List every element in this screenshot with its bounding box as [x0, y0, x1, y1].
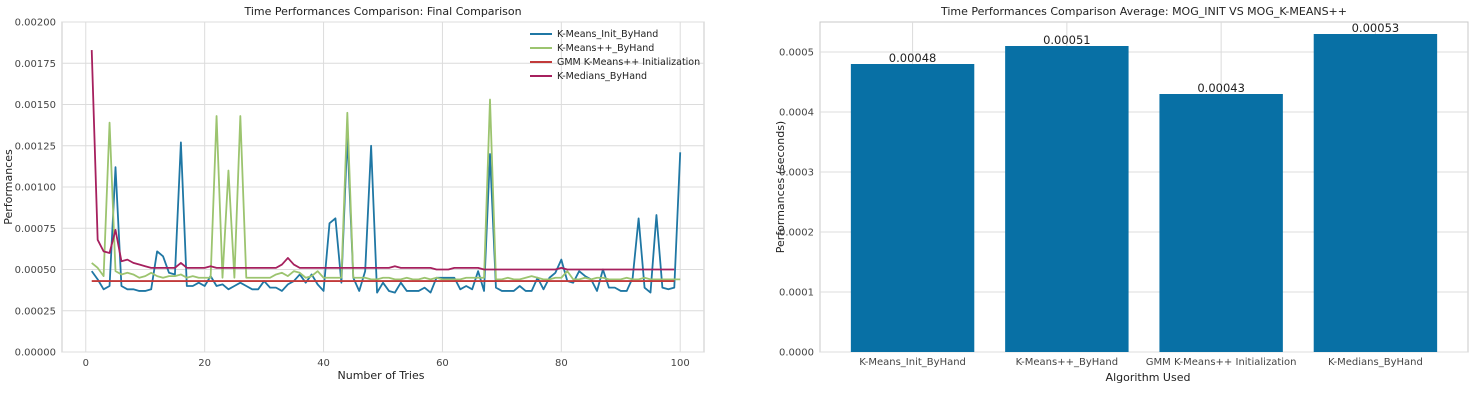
line-x-tick-label: 0: [83, 358, 89, 369]
legend-label-gmm: GMM K-Means++ Initialization: [557, 57, 700, 68]
line-x-tick-label: 60: [436, 358, 449, 369]
bar-chart-title: Time Performances Comparison Average: MO…: [940, 5, 1347, 18]
line-grid: [62, 21, 704, 353]
line-y-tick-label: 0.00025: [15, 306, 56, 317]
line-series-group: [90, 50, 682, 294]
bar-y-tick-label: 0.0004: [779, 108, 814, 119]
bar-series-group: 0.00048 0.00051 0.00043 0.00053: [850, 21, 1438, 352]
bar-x-tick-label: K-Means++_ByHand: [1016, 357, 1118, 368]
bar-y-tick-label: 0.0002: [779, 228, 814, 239]
legend-label-kmeans-init: K-Means_Init_ByHand: [557, 29, 658, 40]
line-y-tick-label: 0.00175: [15, 59, 56, 70]
line-y-tick-label: 0.00050: [15, 265, 56, 276]
line-y-tick-label: 0.00075: [15, 224, 56, 235]
line-series-1: [91, 98, 681, 281]
bar-data-label: 0.00043: [1197, 81, 1245, 95]
bar-y-tick-label: 0.0005: [779, 48, 814, 59]
bar-x-tick-label: K-Means_Init_ByHand: [859, 357, 966, 368]
line-x-tick-label: 100: [671, 358, 690, 369]
bar: [850, 64, 975, 352]
line-x-tick-label: 40: [317, 358, 330, 369]
line-x-tick-label: 20: [198, 358, 211, 369]
bar-x-ticks: K-Means_Init_ByHand K-Means++_ByHand GMM K…: [859, 357, 1423, 368]
line-y-ticks: 0.00000 0.00025 0.00050 0.00075 0.00100 0.001…: [15, 18, 56, 359]
bar: [1159, 94, 1283, 352]
bar-y-ticks: 0.0000 0.0001 0.0002 0.0003 0.0004 0.0005: [779, 48, 814, 359]
bar-chart: 0.0000 0.0001 0.0002 0.0003 0.0004 0.0005 0.0…: [774, 5, 1469, 384]
line-x-tick-label: 80: [555, 358, 568, 369]
line-y-tick-label: 0.00100: [15, 183, 56, 194]
line-y-tick-label: 0.00125: [15, 141, 56, 152]
line-y-tick-label: 0.00000: [15, 348, 56, 359]
legend-label-kmeanspp: K-Means++_ByHand: [557, 43, 654, 54]
bar-data-label: 0.00048: [889, 51, 937, 65]
line-x-axis-label: Number of Tries: [338, 369, 425, 382]
bar-data-label: 0.00051: [1043, 33, 1091, 47]
legend-label-kmedians: K-Medians_ByHand: [557, 71, 647, 82]
line-chart-title: Time Performances Comparison: Final Comp…: [243, 5, 521, 18]
bar-x-tick-label: GMM K-Means++ Initialization: [1146, 357, 1297, 368]
bar-y-tick-label: 0.0000: [779, 348, 814, 359]
line-y-axis-label: Performances: [2, 149, 15, 225]
bar: [1313, 34, 1438, 352]
bar-x-tick-label: K-Medians_ByHand: [1328, 357, 1423, 368]
line-series-0: [90, 134, 682, 294]
line-legend: K-Means_Init_ByHand K-Means++_ByHand GMM…: [530, 29, 700, 82]
line-y-tick-label: 0.00200: [15, 18, 56, 29]
bar-y-tick-label: 0.0003: [779, 168, 814, 179]
bar-y-tick-label: 0.0001: [779, 288, 814, 299]
bar-data-label: 0.00053: [1352, 21, 1400, 35]
line-chart: 0 20 40 60 80 100 0.00000 0.00025 0.00050 0.0007…: [2, 5, 705, 382]
bar-x-axis-label: Algorithm Used: [1106, 371, 1191, 384]
bar: [1005, 46, 1129, 352]
line-series-3: [90, 50, 675, 271]
line-x-ticks: 0 20 40 60 80 100: [83, 358, 690, 369]
bar-y-axis-label: Performances (seconds): [774, 121, 787, 253]
line-y-tick-label: 0.00150: [15, 100, 56, 111]
